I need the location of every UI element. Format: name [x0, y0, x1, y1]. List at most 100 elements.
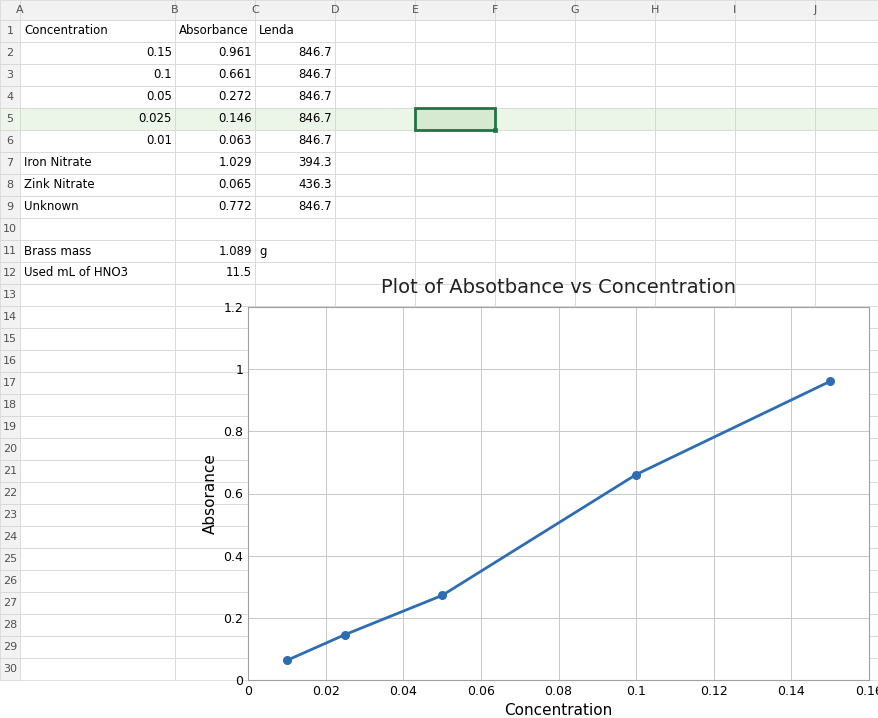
- Bar: [335, 196, 414, 218]
- Bar: [414, 196, 494, 218]
- Bar: [494, 196, 574, 218]
- Bar: [0, 394, 20, 416]
- Bar: [814, 636, 878, 658]
- Bar: [494, 86, 574, 108]
- Bar: [255, 86, 335, 108]
- Bar: [335, 152, 414, 174]
- Bar: [414, 658, 494, 680]
- Bar: [414, 240, 494, 262]
- Bar: [255, 570, 335, 592]
- Bar: [20, 482, 175, 504]
- Bar: [654, 636, 734, 658]
- Text: I: I: [732, 5, 736, 15]
- Bar: [574, 240, 654, 262]
- Bar: [654, 548, 734, 570]
- Bar: [175, 284, 255, 306]
- Bar: [0, 196, 20, 218]
- Text: g: g: [259, 245, 266, 258]
- Bar: [654, 394, 734, 416]
- Bar: [814, 86, 878, 108]
- Bar: [414, 64, 494, 86]
- Text: 846.7: 846.7: [298, 90, 332, 103]
- Bar: [654, 64, 734, 86]
- Bar: [574, 108, 654, 130]
- Text: 2: 2: [6, 48, 13, 58]
- Text: 4: 4: [6, 92, 13, 102]
- Bar: [175, 372, 255, 394]
- Bar: [414, 108, 494, 130]
- Bar: [414, 20, 494, 42]
- Text: Unknown: Unknown: [24, 200, 78, 213]
- Text: 27: 27: [3, 598, 17, 608]
- Bar: [335, 372, 414, 394]
- Bar: [175, 658, 255, 680]
- Bar: [734, 328, 814, 350]
- Bar: [335, 174, 414, 196]
- Bar: [0, 482, 20, 504]
- Bar: [175, 130, 255, 152]
- Bar: [814, 64, 878, 86]
- Bar: [494, 460, 574, 482]
- Bar: [814, 108, 878, 130]
- Bar: [0, 372, 20, 394]
- Text: 18: 18: [3, 400, 17, 410]
- Text: 26: 26: [3, 576, 17, 586]
- Bar: [574, 196, 654, 218]
- Bar: [255, 152, 335, 174]
- Bar: [335, 0, 414, 20]
- Bar: [814, 218, 878, 240]
- Bar: [814, 328, 878, 350]
- Bar: [255, 636, 335, 658]
- Bar: [814, 614, 878, 636]
- Text: J: J: [812, 5, 816, 15]
- Bar: [814, 240, 878, 262]
- Bar: [175, 614, 255, 636]
- Bar: [494, 328, 574, 350]
- Bar: [414, 174, 494, 196]
- Bar: [335, 350, 414, 372]
- Bar: [734, 86, 814, 108]
- Bar: [654, 438, 734, 460]
- Text: 11: 11: [3, 246, 17, 256]
- Bar: [493, 128, 496, 132]
- Bar: [0, 130, 20, 152]
- Bar: [654, 592, 734, 614]
- Bar: [574, 152, 654, 174]
- Bar: [494, 262, 574, 284]
- Text: 22: 22: [3, 488, 17, 498]
- Bar: [574, 636, 654, 658]
- Bar: [494, 20, 574, 42]
- Bar: [175, 262, 255, 284]
- Bar: [574, 262, 654, 284]
- Bar: [0, 218, 20, 240]
- Bar: [255, 306, 335, 328]
- Bar: [255, 42, 335, 64]
- Bar: [335, 394, 414, 416]
- Bar: [814, 152, 878, 174]
- Text: 1.089: 1.089: [219, 245, 252, 258]
- Bar: [175, 152, 255, 174]
- Bar: [574, 284, 654, 306]
- Bar: [414, 0, 494, 20]
- Text: 0.065: 0.065: [219, 179, 252, 192]
- Bar: [494, 526, 574, 548]
- Bar: [734, 284, 814, 306]
- Bar: [574, 592, 654, 614]
- Text: C: C: [251, 5, 259, 15]
- Bar: [814, 350, 878, 372]
- Bar: [255, 614, 335, 636]
- Bar: [414, 526, 494, 548]
- Bar: [654, 240, 734, 262]
- Bar: [814, 548, 878, 570]
- Bar: [335, 108, 414, 130]
- Bar: [414, 614, 494, 636]
- Text: 30: 30: [3, 664, 17, 674]
- Bar: [175, 350, 255, 372]
- Bar: [654, 108, 734, 130]
- Bar: [654, 86, 734, 108]
- Bar: [335, 130, 414, 152]
- Bar: [335, 416, 414, 438]
- Bar: [0, 526, 20, 548]
- Bar: [734, 152, 814, 174]
- Bar: [20, 130, 175, 152]
